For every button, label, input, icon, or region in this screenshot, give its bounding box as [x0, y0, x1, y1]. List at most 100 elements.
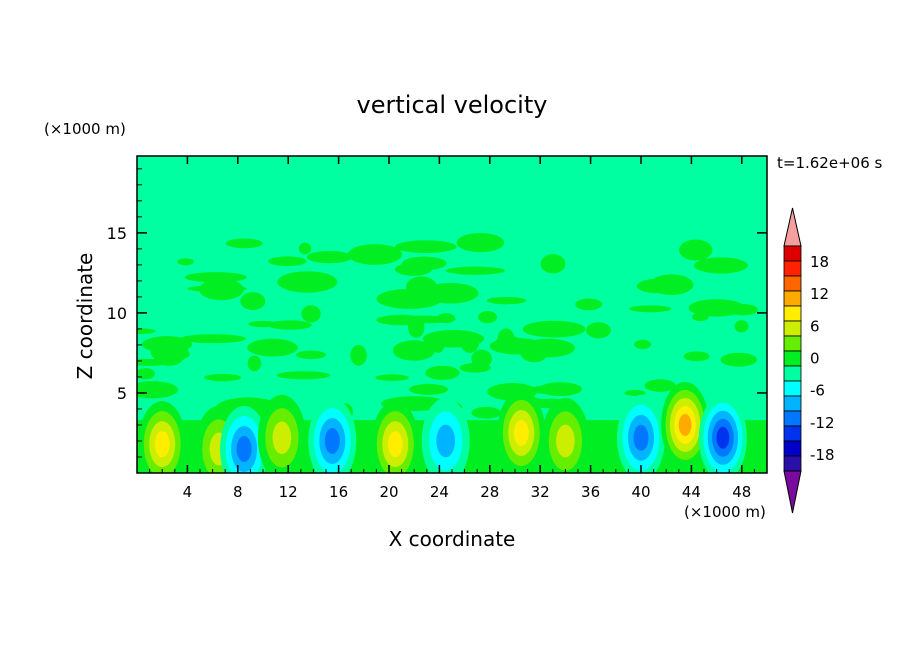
time-label: t=1.62e+06 s	[777, 154, 883, 172]
contour-band	[734, 320, 749, 333]
contour-band	[225, 238, 263, 249]
contour-band	[350, 344, 367, 366]
contour-cell	[698, 394, 747, 473]
contour-band	[522, 320, 586, 338]
contour-band	[497, 328, 515, 351]
x-tick-label: 12	[279, 483, 298, 501]
colorbar-swatch	[783, 335, 802, 352]
contour-band	[184, 272, 247, 283]
colorbar-tick-label: 12	[810, 285, 829, 303]
x-tick-label: 32	[531, 483, 550, 501]
contour-band	[276, 371, 331, 380]
contour-band	[478, 310, 498, 324]
contour-band	[471, 406, 502, 419]
colorbar-bottom-arrow	[783, 470, 802, 514]
contour-band	[137, 328, 156, 335]
x-tick-label: 16	[329, 483, 348, 501]
contour-band	[198, 278, 244, 301]
colorbar-swatch	[783, 365, 802, 382]
contour-band	[720, 352, 758, 367]
contour-cell	[371, 401, 420, 473]
contour-band	[394, 240, 457, 253]
colorbar-tick-label: -12	[810, 414, 835, 432]
contour-band	[519, 341, 549, 363]
contour-band	[137, 358, 173, 366]
contour-band	[301, 305, 321, 323]
contour-band	[679, 239, 713, 261]
contour-band	[649, 274, 694, 296]
contour-band	[445, 266, 505, 275]
contour-cell	[308, 397, 357, 473]
y-tick-label: 15	[107, 224, 127, 243]
contour-band	[727, 303, 759, 316]
colorbar-tick-label: 0	[810, 350, 820, 368]
contour-band	[486, 296, 527, 305]
x-tick-label: 4	[183, 483, 193, 501]
contour-band	[295, 350, 326, 360]
contour-cell	[617, 394, 665, 473]
colorbar-swatch	[783, 290, 802, 307]
contour-band	[393, 315, 456, 324]
colorbar-swatch	[783, 350, 802, 367]
contour-band	[347, 244, 403, 265]
contour-cell	[661, 381, 710, 468]
contour-band	[247, 338, 298, 357]
contour-band	[376, 288, 443, 309]
colorbar-swatch	[783, 395, 802, 412]
contour-band	[402, 261, 439, 269]
contour-band	[624, 389, 646, 396]
contour-band	[298, 242, 312, 255]
contour-band	[240, 292, 266, 311]
contour-cell	[497, 389, 546, 473]
colorbar-swatch	[783, 380, 802, 397]
plot-area	[137, 156, 767, 473]
x-tick-label: 28	[480, 483, 499, 501]
contour-band	[644, 379, 676, 392]
colorbar: 18 12 6 0 -6 -12 -18	[783, 207, 835, 514]
y-axis-label: Z coordinate	[73, 253, 97, 380]
contour-band	[459, 362, 491, 373]
contour-band	[540, 254, 566, 274]
contour-band	[375, 374, 410, 381]
contour-band	[422, 329, 485, 348]
contour-band	[137, 368, 155, 380]
contour-band	[634, 339, 652, 350]
contour-band	[456, 232, 505, 253]
colorbar-swatch	[783, 320, 802, 337]
contour-band	[268, 256, 307, 267]
colorbar-tick-label: -6	[810, 382, 825, 400]
contour-cell	[541, 397, 590, 473]
contour-band	[137, 381, 179, 399]
colorbar-swatch	[783, 275, 802, 292]
contour-band	[683, 351, 710, 362]
colorbar-swatch	[783, 305, 802, 322]
contour-band	[527, 385, 578, 395]
x-tick-label: 44	[682, 483, 701, 501]
contour-band	[392, 340, 436, 361]
colorbar-swatch	[783, 455, 802, 472]
contour-band	[306, 250, 353, 264]
x-tick-label: 48	[732, 483, 751, 501]
colorbar-tick-label: -18	[810, 446, 835, 464]
contour-cell	[421, 397, 470, 473]
colorbar-swatch	[783, 245, 802, 262]
colorbar-swatch	[783, 440, 802, 457]
chart-title: vertical velocity	[357, 91, 548, 119]
x-axis-label: X coordinate	[389, 527, 516, 551]
contour-band	[204, 373, 242, 382]
colorbar-swatch	[783, 260, 802, 277]
contour-band	[425, 365, 460, 380]
colorbar-swatch	[783, 425, 802, 442]
x-tick-label: 24	[430, 483, 449, 501]
contour-band	[585, 322, 611, 339]
contour-band	[575, 298, 603, 311]
contour-band	[247, 355, 262, 372]
y-tick-label: 5	[117, 384, 127, 403]
contour-band	[267, 320, 312, 330]
x-tick-label: 20	[379, 483, 398, 501]
x-tick-label: 8	[233, 483, 243, 501]
x-tick-label: 40	[631, 483, 650, 501]
y-unit-label: (×1000 m)	[44, 120, 126, 138]
colorbar-tick-label: 6	[810, 317, 820, 335]
